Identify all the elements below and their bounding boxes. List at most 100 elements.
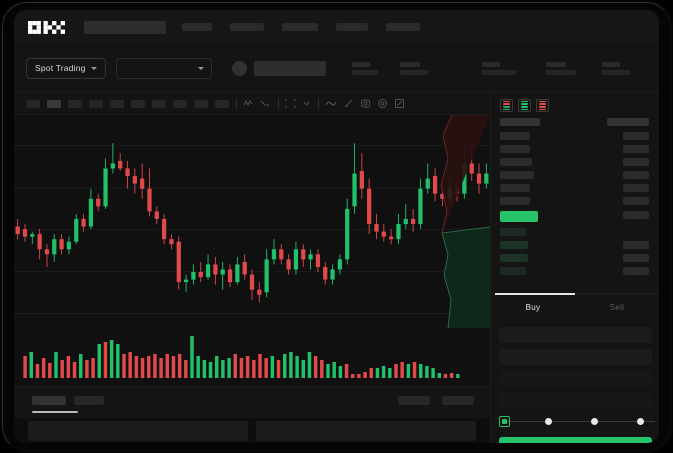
candle-series xyxy=(15,143,489,303)
toolbar-divider xyxy=(278,98,279,109)
chevron-down-icon xyxy=(90,66,97,70)
candlestick-chart[interactable] xyxy=(14,115,490,328)
ob-bid-row[interactable] xyxy=(500,241,528,249)
okx-logo-icon[interactable] xyxy=(28,20,72,34)
ob-amount-cell xyxy=(623,145,649,153)
amount-percent-stepper[interactable] xyxy=(499,415,655,429)
timeframe-7[interactable] xyxy=(173,99,187,108)
search-input[interactable] xyxy=(84,20,166,34)
spot-trading-label: Spot Trading xyxy=(35,63,86,73)
spot-trading-selector[interactable]: Spot Trading xyxy=(26,57,106,79)
nav-item-4[interactable] xyxy=(386,23,420,31)
nav-item-list xyxy=(182,23,420,31)
active-tab-underline xyxy=(32,411,78,413)
stat-label xyxy=(545,61,566,67)
pair-name-placeholder xyxy=(253,60,326,76)
bottom-card-1[interactable] xyxy=(256,420,476,441)
timeframe-2[interactable] xyxy=(68,99,82,108)
timeframe-3[interactable] xyxy=(89,99,103,108)
order-book-panel: Buy Sell xyxy=(490,93,659,443)
pair-dropdown[interactable] xyxy=(115,57,212,79)
order-type-field[interactable] xyxy=(499,327,652,343)
tab-sell[interactable]: Sell xyxy=(609,303,625,312)
chart-toolbar xyxy=(14,93,490,115)
ob-ask-row[interactable] xyxy=(500,158,532,166)
timeframe-1[interactable] xyxy=(47,99,61,108)
brush-icon[interactable] xyxy=(343,98,354,109)
orders-action-0[interactable] xyxy=(398,396,430,405)
fib-icon[interactable] xyxy=(285,99,296,108)
fullscreen-icon[interactable] xyxy=(394,98,405,109)
chevron-down-icon xyxy=(197,66,204,70)
order-book-rows xyxy=(491,118,659,304)
nav-item-3[interactable] xyxy=(336,23,368,31)
toolbar-divider xyxy=(236,98,237,109)
tab-buy[interactable]: Buy xyxy=(525,303,541,312)
bottom-card-0[interactable] xyxy=(28,420,248,441)
top-navigation-bar xyxy=(14,10,659,44)
bottom-card-row xyxy=(14,418,490,443)
stat-value xyxy=(601,69,630,75)
stat-label xyxy=(399,61,420,67)
depth-chart-overlay xyxy=(440,115,490,328)
stat-label xyxy=(351,61,370,67)
timeframe-9[interactable] xyxy=(215,99,229,108)
timeframe-4[interactable] xyxy=(110,99,124,108)
timeframe-8[interactable] xyxy=(194,99,208,108)
ob-ask-row[interactable] xyxy=(500,145,530,153)
ob-amount-cell xyxy=(623,211,649,219)
wave-icon[interactable] xyxy=(325,99,337,108)
buy-submit-button[interactable] xyxy=(499,437,652,443)
stat-value xyxy=(399,69,428,75)
ob-ask-row[interactable] xyxy=(500,197,530,205)
price-field[interactable] xyxy=(499,349,652,365)
timeframe-6[interactable] xyxy=(152,99,166,108)
ob-ask-row[interactable] xyxy=(500,184,530,192)
ob-mode-mixed-icon[interactable] xyxy=(500,99,513,112)
toolbar-divider xyxy=(318,98,319,109)
ob-mode-asks-icon[interactable] xyxy=(536,99,549,112)
ob-amount-cell xyxy=(623,132,649,140)
stepper-dot-3[interactable] xyxy=(637,418,644,425)
ray-icon[interactable] xyxy=(260,99,271,108)
timeframe-5[interactable] xyxy=(131,99,145,108)
orders-tab-0[interactable] xyxy=(32,396,66,405)
market-stat-3 xyxy=(545,61,576,75)
ob-mode-bids-icon[interactable] xyxy=(518,99,531,112)
stat-label xyxy=(481,61,500,67)
stat-value xyxy=(481,69,516,75)
ob-spread-price[interactable] xyxy=(500,211,538,222)
timeframe-0[interactable] xyxy=(26,99,40,108)
nav-item-2[interactable] xyxy=(282,23,318,31)
market-stat-2 xyxy=(481,61,516,75)
trend-line-icon[interactable] xyxy=(243,99,254,108)
total-field[interactable] xyxy=(499,393,652,409)
chart-gridline xyxy=(14,187,490,188)
pair-coin-avatar xyxy=(231,60,247,76)
orders-tab-1[interactable] xyxy=(74,396,104,405)
orders-tab-bar xyxy=(14,386,490,418)
stepper-dot-2[interactable] xyxy=(591,418,598,425)
orders-action-1[interactable] xyxy=(442,396,474,405)
ob-bid-row[interactable] xyxy=(500,267,526,275)
market-stat-1 xyxy=(399,61,428,75)
ob-bid-row[interactable] xyxy=(500,228,526,236)
ob-ask-row[interactable] xyxy=(500,132,530,140)
nav-item-0[interactable] xyxy=(182,23,212,31)
stepper-dot-1[interactable] xyxy=(545,418,552,425)
chevron-down-icon[interactable] xyxy=(302,99,311,108)
settings-icon[interactable] xyxy=(377,98,388,109)
stepper-handle-active[interactable] xyxy=(499,416,510,427)
amount-field[interactable] xyxy=(499,371,652,387)
ob-ask-row[interactable] xyxy=(500,171,534,179)
app-screen: Spot Trading xyxy=(14,10,659,443)
nav-item-1[interactable] xyxy=(230,23,264,31)
chart-gridline xyxy=(14,145,490,146)
chart-gridline xyxy=(14,313,490,314)
ob-header-price xyxy=(500,118,540,126)
magnet-icon[interactable] xyxy=(360,98,371,109)
market-stat-0 xyxy=(351,61,378,75)
buy-sell-tab-bar: Buy Sell xyxy=(491,293,659,323)
ob-bid-row[interactable] xyxy=(500,254,528,262)
